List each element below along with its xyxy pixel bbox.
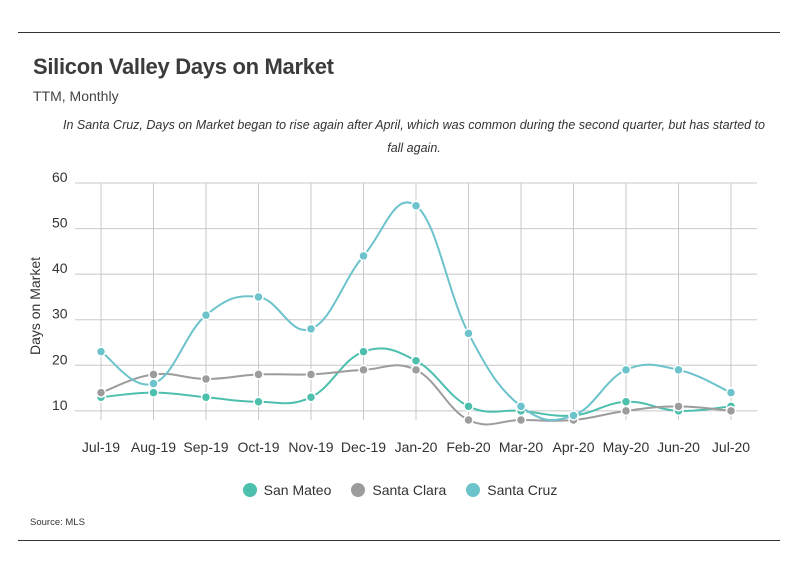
y-axis-label: Days on Market: [27, 257, 43, 355]
chart-title: Silicon Valley Days on Market: [33, 54, 334, 79]
data-point-san-mateo: [463, 401, 474, 412]
series-layer: [95, 200, 737, 426]
data-point-santa-cruz: [148, 378, 159, 389]
x-tick-label: Jun-20: [657, 439, 700, 455]
data-point-santa-clara: [305, 369, 317, 380]
x-tick-label: Feb-20: [446, 439, 491, 455]
legend: San Mateo Santa Clara Santa Cruz: [0, 482, 800, 498]
x-tick-label: Oct-19: [237, 439, 279, 455]
data-point-san-mateo: [200, 391, 212, 403]
data-point-san-mateo: [620, 396, 632, 408]
data-point-santa-clara: [148, 369, 159, 380]
y-tick-label: 40: [52, 260, 68, 276]
x-axis-ticks: Jul-19 Aug-19 Sep-19 Oct-19 Nov-19 Dec-19 Jan-…: [82, 439, 750, 455]
x-tick-label: Jul-19: [82, 439, 120, 455]
data-point-san-mateo: [148, 387, 159, 398]
legend-item-santa-clara: Santa Clara: [351, 482, 446, 498]
x-tick-label: Aug-19: [131, 439, 176, 455]
data-point-santa-clara: [673, 401, 684, 412]
legend-label: Santa Cruz: [487, 482, 558, 498]
data-point-santa-clara: [725, 405, 737, 417]
legend-label: San Mateo: [263, 482, 332, 498]
data-point-santa-cruz: [620, 364, 632, 376]
data-point-santa-clara: [515, 414, 527, 426]
x-tick-label: Jan-20: [395, 439, 438, 455]
legend-swatch: [466, 483, 481, 497]
y-axis-ticks: 10 20 30 40 50 60: [52, 169, 68, 413]
y-tick-label: 60: [52, 169, 68, 185]
x-tick-label: May-20: [603, 439, 650, 455]
data-point-santa-cruz: [673, 364, 684, 376]
data-point-santa-clara: [410, 364, 422, 376]
legend-swatch: [351, 483, 366, 497]
x-tick-label: Sep-19: [183, 439, 228, 455]
data-point-san-mateo: [358, 346, 369, 357]
legend-swatch: [242, 483, 257, 497]
data-point-san-mateo: [305, 391, 317, 403]
data-point-santa-cruz: [515, 401, 527, 412]
legend-item-santa-cruz: Santa Cruz: [466, 482, 557, 498]
y-tick-label: 30: [52, 306, 68, 322]
data-point-santa-cruz: [463, 328, 474, 339]
x-tick-label: Nov-19: [288, 439, 333, 455]
data-point-santa-cruz: [358, 250, 369, 262]
top-rule: [18, 32, 780, 33]
y-tick-label: 10: [52, 397, 68, 413]
data-point-santa-cruz: [253, 291, 264, 303]
data-point-san-mateo: [253, 396, 264, 408]
data-point-santa-cruz: [200, 309, 212, 321]
x-tick-label: Jul-20: [712, 439, 750, 455]
data-point-santa-cruz: [410, 200, 422, 212]
legend-label: Santa Clara: [372, 482, 447, 498]
data-point-san-mateo: [410, 355, 422, 366]
data-point-santa-clara: [200, 373, 212, 385]
x-tick-label: Dec-19: [341, 439, 386, 455]
data-point-santa-clara: [358, 364, 369, 376]
data-point-santa-cruz: [305, 323, 317, 335]
data-point-santa-clara: [253, 369, 264, 380]
y-tick-label: 50: [52, 215, 68, 231]
legend-item-san-mateo: San Mateo: [242, 482, 332, 498]
grid: [75, 182, 757, 420]
x-tick-label: Apr-20: [552, 439, 594, 455]
x-tick-label: Mar-20: [499, 439, 544, 455]
data-point-santa-cruz: [725, 387, 737, 398]
y-tick-label: 20: [52, 351, 68, 367]
data-point-santa-cruz: [95, 346, 107, 357]
bottom-rule: [18, 540, 780, 541]
series-santa-clara: [95, 364, 737, 426]
data-point-santa-clara: [463, 414, 474, 426]
series-santa-cruz: [95, 200, 737, 422]
chart-subtitle: TTM, Monthly: [33, 88, 119, 104]
chart-annotation: In Santa Cruz, Days on Market began to r…: [63, 118, 765, 155]
data-point-santa-clara: [95, 387, 107, 398]
data-point-santa-cruz: [568, 410, 579, 421]
source-note: Source: MLS: [30, 517, 85, 528]
data-point-santa-clara: [620, 405, 632, 417]
